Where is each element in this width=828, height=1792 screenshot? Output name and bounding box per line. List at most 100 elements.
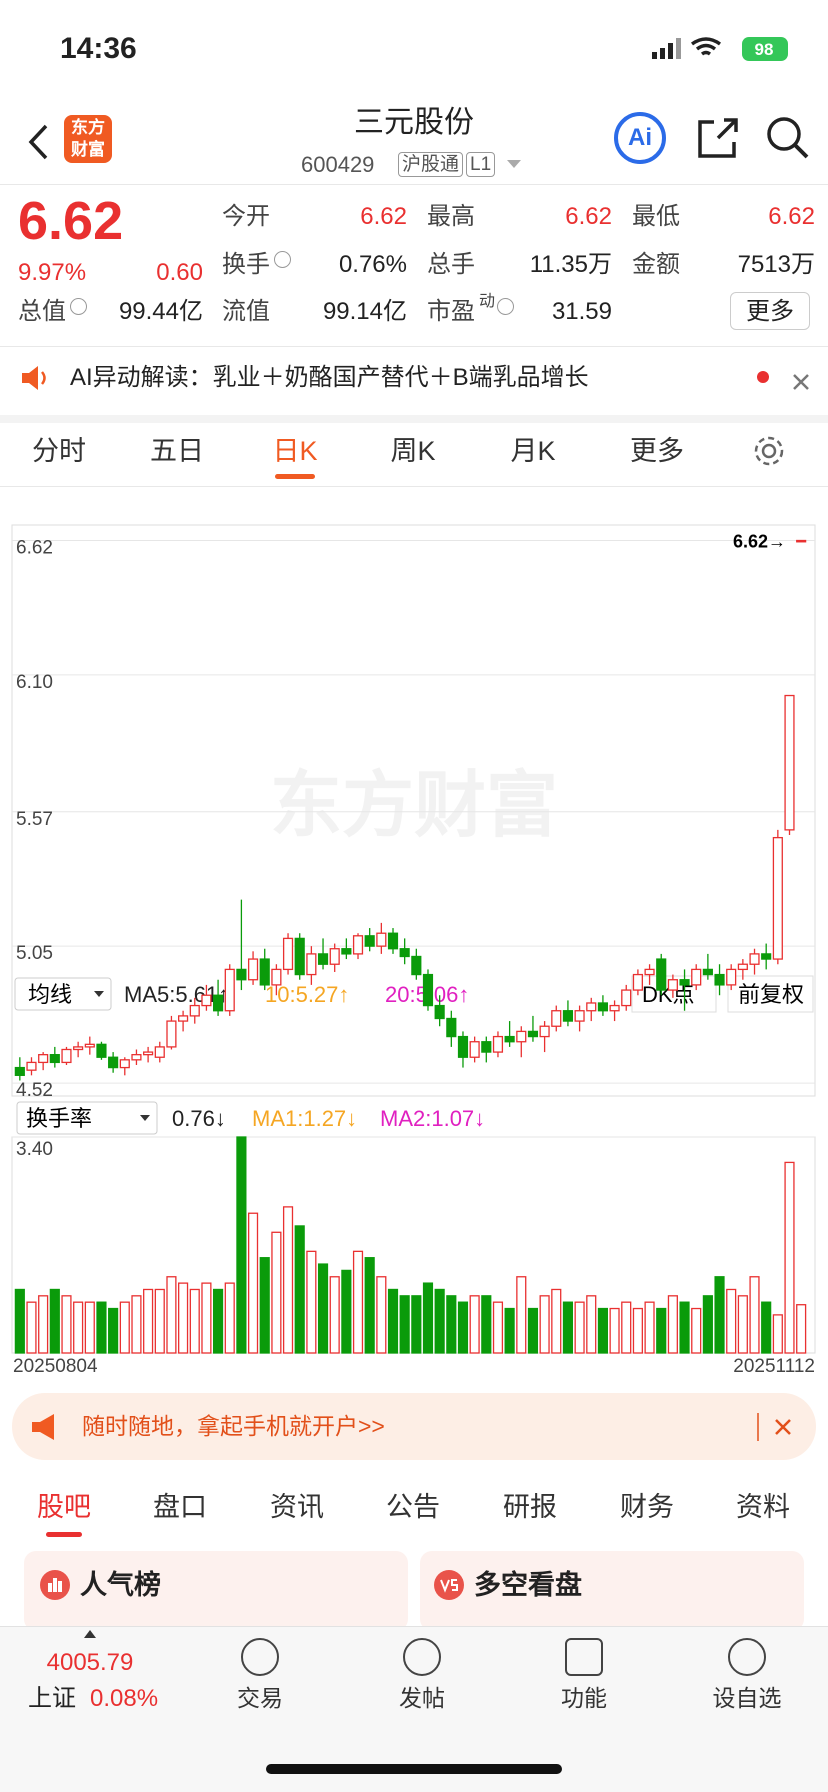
turnover-bar (212, 1288, 224, 1354)
dropdown (94, 991, 104, 997)
promo-icon (32, 1414, 54, 1440)
candle-body (504, 1035, 515, 1043)
more-button[interactable]: 更多 (730, 292, 810, 330)
period-tab[interactable]: 月K (510, 436, 556, 466)
quote-value: 6.62 (768, 203, 815, 230)
dropdown-arrow[interactable] (507, 160, 521, 170)
candle-body (609, 1004, 620, 1012)
turnover-bar (201, 1282, 212, 1354)
section-tab[interactable]: 盘口 (153, 1492, 207, 1522)
turnover-bar (667, 1295, 678, 1354)
candle-body (714, 973, 725, 986)
section-tab[interactable]: 财务 (620, 1492, 674, 1522)
turnover-bar (96, 1301, 107, 1354)
period-tab[interactable]: 周K (390, 436, 436, 466)
turnover-bar (586, 1295, 597, 1354)
period-tab[interactable]: 五日 (150, 436, 204, 466)
section-tab[interactable]: 资料 (736, 1492, 790, 1522)
kline-chart: 均线MA5:5.61↑10:5.27↑20:5.06↑DK点前复权东方财富6.6… (11, 524, 816, 1377)
ai-button[interactable]: Ai (614, 112, 666, 164)
turnover-bar (259, 1257, 270, 1354)
speaker-icon (22, 366, 46, 390)
indicator-select[interactable] (14, 977, 112, 1011)
quote-label: 换手 (222, 251, 270, 278)
candle-body (108, 1056, 119, 1069)
candle-body (26, 1061, 37, 1071)
quote-value: 11.35万 (529, 251, 612, 278)
period-tab[interactable]: 更多 (630, 436, 684, 466)
candle-body (434, 1004, 445, 1020)
turnover-bar (38, 1295, 49, 1354)
watermark: 东方财富 (270, 766, 558, 846)
max-label: 6.62→ (733, 532, 786, 552)
turnover-bar (306, 1250, 317, 1354)
quote-label: 最高 (427, 203, 475, 230)
turnover-bar (352, 1250, 364, 1354)
promo-close[interactable] (756, 1411, 806, 1443)
candle-body (481, 1041, 492, 1053)
settings-icon[interactable] (752, 434, 786, 468)
nav-label[interactable]: 设自选 (712, 1685, 782, 1711)
candle-body (259, 958, 270, 986)
card[interactable] (420, 1551, 804, 1631)
turnover-bar (446, 1295, 457, 1354)
candle-body (306, 953, 317, 976)
turnover-legend: MA1:1.27↓ (252, 1106, 357, 1131)
candle-body (691, 968, 702, 986)
candle-body (376, 932, 387, 947)
turnover-bar (282, 1206, 294, 1354)
info-icon (274, 251, 291, 268)
candle-body (73, 1046, 84, 1051)
turnover-bar (108, 1307, 119, 1354)
candle-body (224, 968, 235, 1012)
section-tab[interactable]: 公告 (386, 1492, 440, 1522)
nav-label[interactable]: 交易 (237, 1685, 283, 1711)
nav-label[interactable]: 功能 (561, 1685, 607, 1711)
chart-button-label: 前复权 (738, 982, 804, 1007)
back-button[interactable] (26, 122, 50, 162)
indicator-name: 均线 (28, 982, 72, 1007)
chart-button[interactable] (727, 975, 814, 1013)
indicator-select[interactable] (16, 1101, 158, 1135)
section-tab[interactable]: 研报 (503, 1492, 557, 1522)
candle-body (551, 1010, 562, 1027)
tab-underline (46, 1532, 82, 1537)
turnover-bar (376, 1276, 387, 1354)
turnover-bar (73, 1301, 84, 1354)
section-tab[interactable]: 资讯 (270, 1492, 324, 1522)
turnover-bar (143, 1288, 154, 1354)
turnover-bar (317, 1263, 329, 1354)
ai-banner[interactable] (0, 347, 828, 415)
turnover-bar (84, 1301, 95, 1354)
card[interactable] (24, 1551, 408, 1631)
quote-label-sup: 动 (479, 293, 496, 310)
period-tab[interactable]: 日K (272, 436, 318, 466)
change-pct: 9.97% (18, 259, 87, 286)
candle-body (49, 1054, 60, 1064)
y-tick-label: 4.52 (16, 1080, 53, 1101)
y-tick-label: 6.10 (16, 672, 53, 693)
turnover-bar (562, 1301, 574, 1354)
candle-body (457, 1035, 469, 1058)
promo-banner[interactable] (12, 1393, 816, 1460)
candle-body (84, 1043, 95, 1048)
indicator-name: 换手率 (26, 1106, 92, 1131)
candle-body (131, 1054, 142, 1061)
level-badge: L1 (466, 152, 496, 177)
candle-body (422, 973, 434, 1007)
share-button[interactable] (696, 116, 740, 160)
search-button[interactable] (766, 116, 810, 160)
card-title: 多空看盘 (474, 1570, 582, 1600)
period-tab[interactable]: 分时 (32, 436, 86, 466)
section-tab[interactable]: 股吧 (37, 1492, 91, 1522)
turnover-bar (679, 1301, 690, 1354)
candle-body (14, 1066, 25, 1076)
index-value[interactable]: 4005.79 (46, 1649, 134, 1676)
nav-label[interactable]: 发帖 (399, 1685, 445, 1711)
turnover-bar (178, 1282, 189, 1354)
turnover-bar (481, 1295, 492, 1354)
turnover-bar (737, 1295, 748, 1354)
candle-body (387, 932, 399, 950)
stock-name: 三元股份 (354, 106, 474, 139)
banner-close[interactable] (756, 370, 816, 392)
